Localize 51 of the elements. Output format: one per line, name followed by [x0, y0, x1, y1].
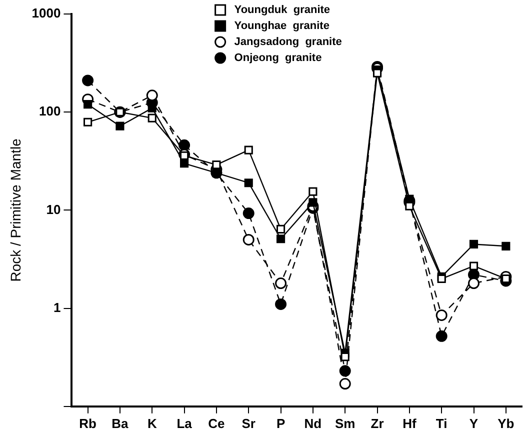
- point: [340, 352, 350, 362]
- point: [339, 378, 351, 390]
- y-tick-label: 10: [46, 202, 61, 217]
- legend-label: Jangsadong granite: [234, 36, 342, 48]
- point: [148, 114, 156, 122]
- point: [146, 90, 158, 102]
- point: [82, 74, 94, 86]
- point: [276, 234, 286, 244]
- point: [84, 118, 92, 126]
- point: [180, 151, 189, 160]
- point: [469, 240, 478, 249]
- y-axis-title: Rock / Primitive Mantle: [7, 138, 24, 282]
- x-tick-label: P: [276, 416, 286, 431]
- x-tick-label: Sr: [242, 416, 256, 431]
- y-tick-label: 1000: [32, 6, 61, 21]
- x-tick-label: La: [176, 416, 193, 431]
- x-tick-label: Hf: [402, 416, 417, 431]
- point: [276, 224, 286, 234]
- point: [242, 234, 254, 246]
- x-tick-label: Nd: [304, 416, 322, 431]
- point: [212, 160, 221, 170]
- point: [275, 298, 287, 310]
- legend-label: Younghae granite: [234, 20, 330, 32]
- y-tick-label: 100: [39, 104, 61, 119]
- x-tick-label: Rb: [79, 416, 97, 431]
- legend-label: Onjeong granite: [234, 52, 322, 64]
- point: [437, 274, 446, 284]
- point: [468, 278, 480, 290]
- point: [242, 208, 254, 220]
- x-tick-label: Sm: [334, 416, 356, 431]
- point: [178, 139, 190, 151]
- point: [436, 330, 448, 342]
- x-tick-label: Ba: [112, 416, 130, 431]
- x-tick-label: K: [147, 416, 158, 431]
- point: [275, 278, 287, 290]
- legend-label: Youngduk granite: [234, 4, 330, 16]
- x-tick-label: Ti: [436, 416, 448, 431]
- x-tick-label: Y: [469, 416, 478, 431]
- point: [244, 178, 253, 188]
- point: [116, 122, 124, 130]
- point: [84, 100, 92, 109]
- x-tick-label: Zr: [370, 416, 384, 431]
- point: [436, 309, 448, 321]
- y-tick-label: 1: [53, 300, 61, 315]
- point: [308, 187, 318, 196]
- point: [502, 242, 510, 250]
- point: [405, 202, 414, 210]
- point: [469, 262, 478, 270]
- x-tick-label: Yb: [498, 416, 514, 431]
- point: [244, 146, 253, 154]
- x-tick-label: Ce: [208, 416, 225, 431]
